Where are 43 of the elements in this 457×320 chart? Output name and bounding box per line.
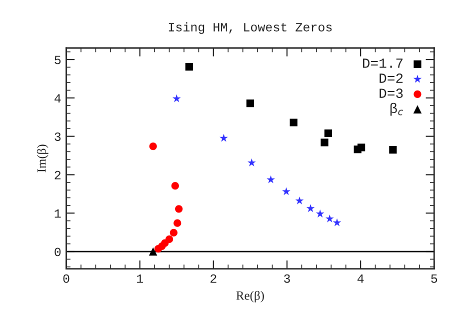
point (171, 182, 179, 190)
y-tick-label: 1 (54, 209, 61, 218)
x-tick-label: 5 (431, 274, 438, 283)
legend-label: D=2 (380, 74, 403, 83)
x-tick-label: 1 (136, 274, 143, 283)
chart-title: Ising HM, Lowest Zeros (168, 22, 332, 34)
point (290, 118, 298, 126)
point (148, 247, 158, 256)
x-tick-label: 4 (357, 274, 364, 283)
point (174, 219, 182, 227)
point (306, 204, 315, 212)
point (295, 196, 304, 204)
point (149, 142, 157, 150)
y-tick-label: 5 (54, 56, 61, 64)
point (185, 63, 193, 71)
point (325, 214, 334, 222)
point (332, 218, 342, 226)
point (172, 94, 181, 102)
legend-label: β$_{c}$ (390, 102, 403, 116)
x-tick-label: 2 (210, 274, 216, 283)
y-tick-label: 0 (54, 248, 61, 256)
point (358, 144, 366, 152)
point (220, 134, 228, 142)
point (282, 187, 290, 196)
y-tick-label: 3 (54, 132, 61, 141)
y-tick-label: 2 (54, 170, 61, 180)
legend-label: D=3 (380, 88, 403, 98)
point (154, 245, 162, 253)
point (316, 209, 324, 218)
point (266, 175, 275, 184)
point (248, 158, 256, 166)
point (389, 146, 397, 154)
point (320, 138, 328, 146)
y-tick-label: 4 (54, 94, 61, 102)
x-axis-title: Re(β) (236, 290, 264, 302)
point (170, 228, 178, 237)
point (175, 205, 183, 213)
legend-label: D=1.7 (363, 58, 403, 68)
y-axis-title: Im(β) (36, 144, 48, 172)
point (246, 99, 254, 108)
x-tick-label: 3 (284, 274, 290, 283)
x-tick-label: 0 (63, 274, 70, 283)
point (324, 129, 332, 138)
